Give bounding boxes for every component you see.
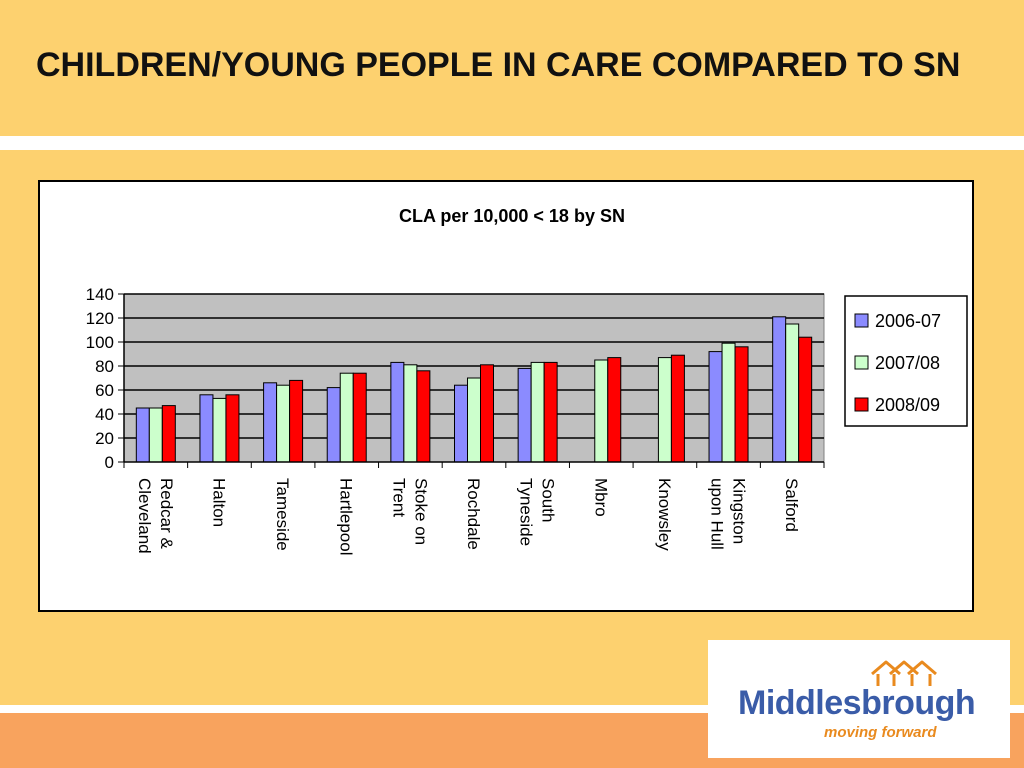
bar bbox=[225, 394, 240, 463]
x-tick-label: Redcar & bbox=[157, 478, 176, 550]
x-tick-label: Halton bbox=[209, 478, 228, 527]
bar bbox=[339, 372, 354, 463]
bar bbox=[148, 407, 163, 463]
chart-legend: 2006-07 2007/08 2008/09 bbox=[844, 295, 968, 427]
x-tick-label: upon Hull bbox=[708, 478, 727, 550]
legend-label: 2008/09 bbox=[875, 395, 940, 415]
x-tick-label: Trent bbox=[389, 478, 408, 517]
y-tick-label: 60 bbox=[95, 381, 114, 400]
x-tick-label: Mbro bbox=[591, 478, 610, 517]
x-tick-label: Tyneside bbox=[517, 478, 536, 546]
bar bbox=[708, 351, 723, 463]
bar bbox=[390, 361, 405, 463]
bar bbox=[326, 387, 341, 463]
x-tick-label: Salford bbox=[782, 478, 801, 532]
legend-swatch bbox=[854, 355, 869, 370]
slide-title: CHILDREN/YOUNG PEOPLE IN CARE COMPARED T… bbox=[36, 46, 961, 84]
y-tick-label: 100 bbox=[86, 333, 114, 352]
bar bbox=[199, 394, 214, 463]
legend-swatch bbox=[854, 397, 869, 412]
x-tick-label: Stoke on bbox=[411, 478, 430, 545]
legend-label: 2007/08 bbox=[875, 353, 940, 373]
logo-tagline: moving forward bbox=[824, 724, 937, 741]
y-tick-label: 140 bbox=[86, 285, 114, 304]
chart-title: CLA per 10,000 < 18 by SN bbox=[399, 206, 625, 226]
bar bbox=[289, 379, 304, 463]
legend-swatch bbox=[854, 313, 869, 328]
bottom-divider-band bbox=[0, 705, 1024, 713]
bar bbox=[607, 357, 622, 463]
bar bbox=[798, 336, 813, 463]
bar bbox=[594, 359, 609, 463]
legend-label: 2006-07 bbox=[875, 311, 941, 331]
bar bbox=[657, 357, 672, 463]
bar-chart: CLA per 10,000 < 18 by SN 0 20 40 60 80 100 12… bbox=[86, 206, 968, 556]
y-tick-label: 0 bbox=[105, 453, 114, 472]
x-tick-label: Knowsley bbox=[655, 478, 674, 551]
x-tick-label: Rochdale bbox=[464, 478, 483, 550]
bar bbox=[721, 342, 736, 463]
bar bbox=[785, 323, 800, 463]
y-tick-label: 120 bbox=[86, 309, 114, 328]
chart-frame: CLA per 10,000 < 18 by SN 0 20 40 60 80 100 12… bbox=[38, 180, 974, 612]
bar bbox=[352, 372, 367, 463]
bar bbox=[467, 377, 481, 463]
bar bbox=[416, 370, 431, 463]
top-divider-band bbox=[0, 136, 1024, 150]
x-tick-label: South bbox=[539, 478, 558, 522]
houses-logo-icon bbox=[871, 660, 937, 686]
bar bbox=[276, 384, 291, 463]
plot-area: 0 20 40 60 80 100 120 140 Redcar &Cleveland Halto… bbox=[86, 285, 825, 556]
bar bbox=[480, 364, 494, 463]
bar bbox=[530, 361, 545, 463]
logo-wordmark: Middlesbrough bbox=[738, 684, 976, 722]
x-tick-label: Hartlepool bbox=[337, 478, 356, 556]
y-tick-label: 20 bbox=[95, 429, 114, 448]
bar bbox=[263, 382, 278, 463]
logo: Middlesbrough moving forward bbox=[708, 640, 1010, 758]
bar bbox=[734, 346, 749, 463]
y-tick-label: 80 bbox=[95, 357, 114, 376]
bar bbox=[212, 397, 227, 463]
bar bbox=[403, 364, 418, 463]
bar bbox=[135, 407, 150, 463]
bar bbox=[454, 384, 468, 463]
x-tick-label: Tameside bbox=[273, 478, 292, 551]
x-tick-label: Kingston bbox=[730, 478, 749, 544]
x-tick-label: Cleveland bbox=[135, 478, 154, 554]
bar bbox=[670, 354, 685, 463]
bar bbox=[161, 405, 176, 463]
bar bbox=[772, 316, 787, 463]
bar bbox=[517, 367, 532, 463]
bar bbox=[543, 361, 558, 463]
y-tick-label: 40 bbox=[95, 405, 114, 424]
